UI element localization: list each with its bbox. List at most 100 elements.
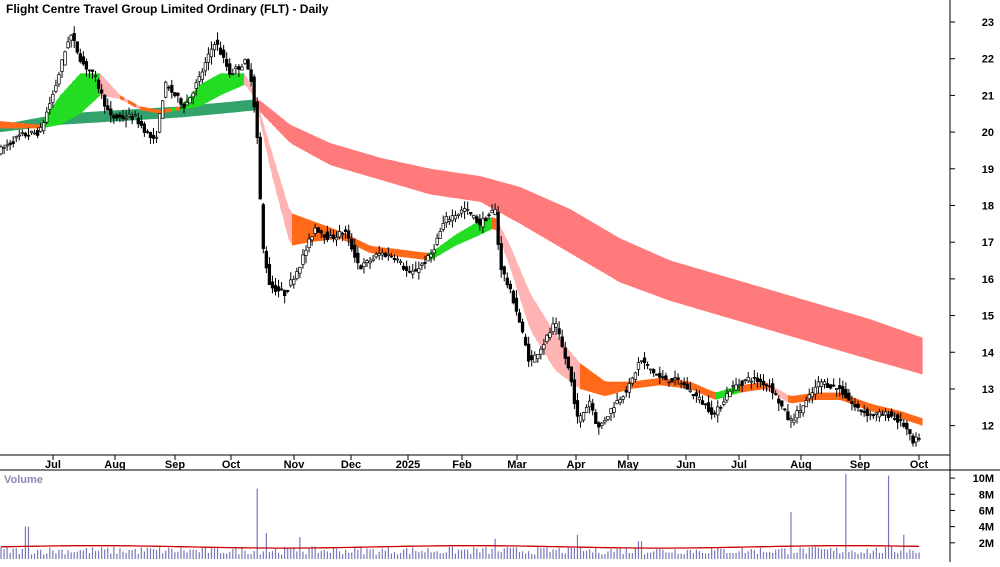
x-tick-label: Oct: [222, 459, 241, 471]
candle-body: [447, 219, 451, 222]
candle-body: [545, 334, 549, 342]
slow-ma-ribbon-segment: [380, 157, 385, 181]
slow-ma-ribbon-segment: [208, 103, 213, 115]
x-tick-label: Feb: [452, 459, 472, 471]
candle-body: [249, 69, 253, 82]
fast-ma-ribbon-segment: [800, 394, 805, 403]
fast-ma-ribbon-segment: [532, 296, 537, 340]
candle-body: [347, 230, 351, 239]
slow-ma-ribbon-segment: [260, 100, 265, 117]
fast-ma-ribbon-segment: [56, 95, 61, 126]
candle-body: [215, 39, 220, 45]
candle-body: [725, 393, 729, 401]
x-tick-label: 2025: [396, 459, 420, 471]
candle-body: [75, 41, 79, 53]
candle-body: [557, 328, 561, 335]
candle-body: [752, 377, 756, 379]
candle-body: [11, 141, 15, 145]
candle-body: [700, 400, 705, 405]
fast-ma-ribbon-segment: [236, 73, 241, 89]
slow-ma-ribbon-segment: [856, 315, 861, 357]
candle-body: [761, 380, 766, 386]
slow-ma-ribbon-segment: [488, 178, 493, 209]
slow-ma-ribbon-segment: [244, 100, 249, 112]
candle-body: [877, 411, 882, 418]
fast-ma-ribbon-segment: [484, 218, 489, 233]
candle-body: [353, 245, 357, 258]
candle-body: [746, 376, 750, 382]
slow-ma-ribbon-segment: [768, 289, 773, 331]
candle-body: [536, 354, 540, 360]
candle-body: [270, 281, 275, 289]
candle-body: [84, 61, 89, 70]
candle-body: [676, 377, 680, 381]
candle-body: [337, 231, 342, 238]
slow-ma-ribbon-segment: [472, 175, 477, 202]
fast-ma-ribbon-segment: [364, 242, 369, 253]
candle-body: [859, 409, 863, 412]
candle-body: [286, 290, 290, 292]
fast-ma-ribbon-segment: [140, 106, 145, 111]
candle-body: [392, 257, 397, 261]
candle-body: [597, 422, 601, 428]
slow-ma-ribbon-segment: [912, 334, 917, 373]
fast-ma-ribbon-segment: [828, 392, 833, 400]
slow-ma-ribbon-segment: [552, 201, 557, 245]
candle-body: [319, 230, 323, 234]
fast-ma-ribbon-segment: [712, 391, 717, 400]
fast-ma-ribbon-segment: [224, 73, 229, 94]
fast-ma-ribbon-segment: [616, 381, 621, 394]
fast-ma-ribbon-segment: [516, 260, 521, 300]
slow-ma-ribbon-segment: [384, 158, 389, 183]
candle-body: [99, 89, 104, 94]
candle-body: [917, 437, 921, 440]
x-tick-label: Dec: [341, 459, 361, 471]
candle-body: [523, 336, 528, 346]
candle-body: [322, 234, 326, 238]
price-tick-label: 23: [982, 17, 994, 29]
slow-ma-ribbon-segment: [392, 160, 397, 185]
candle-body: [438, 231, 442, 239]
fast-ma-ribbon-segment: [108, 82, 113, 98]
candle-body: [154, 136, 159, 139]
candle-body: [627, 383, 631, 393]
candle-body: [401, 265, 406, 270]
volume-tick-label: 8M: [979, 489, 994, 501]
candle-body: [20, 132, 24, 134]
fast-ma-ribbon-segment: [232, 73, 237, 91]
candle-body: [716, 406, 720, 416]
fast-ma-ribbon-segment: [216, 73, 221, 98]
slow-ma-ribbon-segment: [232, 101, 237, 113]
candle-body: [157, 113, 162, 133]
slow-ma-ribbon-segment: [448, 171, 453, 198]
volume-group: [0, 474, 920, 559]
candle-body: [572, 379, 577, 405]
fast-ma-ribbon-segment: [644, 379, 649, 388]
fast-ma-ribbon-segment: [908, 413, 913, 423]
candle-body: [578, 415, 583, 423]
candle-body: [450, 215, 455, 222]
slow-ma-ribbon-segment: [664, 257, 669, 301]
candle-body: [243, 59, 247, 64]
fast-ma-ribbon-segment: [556, 335, 561, 375]
fast-ma-ribbon-segment: [356, 239, 361, 249]
candle-body: [807, 394, 811, 400]
fast-ma-ribbon-segment: [604, 380, 609, 396]
candle-body: [212, 44, 217, 51]
candle-body: [164, 81, 168, 98]
candle-body: [240, 66, 244, 71]
fast-ma-ribbon-segment: [412, 251, 417, 259]
fast-ma-ribbon-segment: [864, 401, 869, 411]
candle-body: [72, 33, 76, 42]
candle-body: [8, 142, 12, 146]
fast-ma-ribbon-segment: [520, 269, 525, 312]
fast-ma-ribbon-segment: [824, 392, 829, 400]
candle-body: [264, 250, 268, 269]
slow-ma-ribbon-segment: [732, 278, 737, 321]
slow-ma-ribbon-segment: [376, 156, 381, 180]
slow-ma-ribbon-segment: [348, 148, 353, 172]
candle-body: [57, 74, 61, 85]
candle-body: [139, 120, 143, 126]
fast-ma-ribbon-segment: [536, 303, 541, 347]
slow-ma-ribbon-segment: [920, 336, 923, 375]
